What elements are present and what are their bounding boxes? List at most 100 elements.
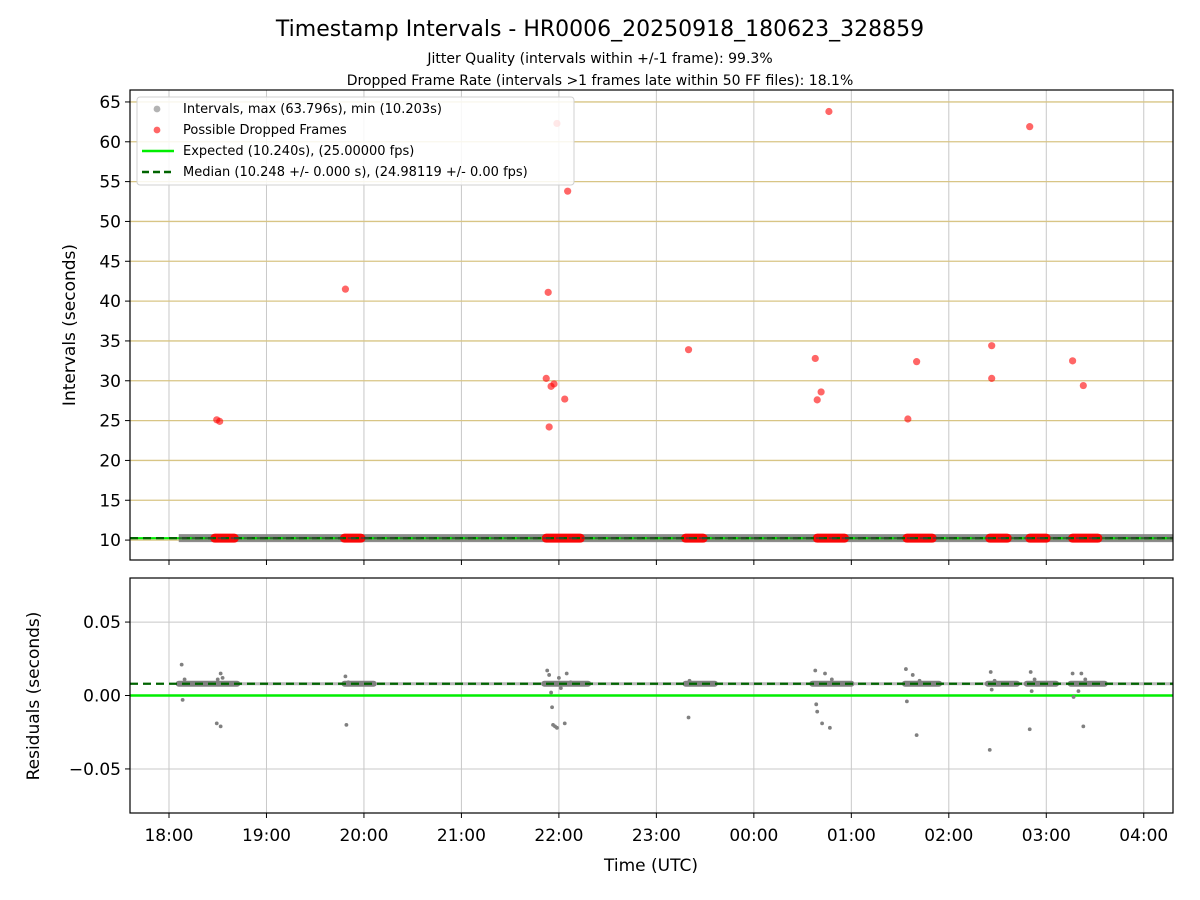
residual-point — [1070, 671, 1075, 676]
dropped-frame-point — [1026, 123, 1034, 131]
residual-point — [988, 670, 993, 674]
dropped-frame-point — [545, 423, 553, 431]
residual-point — [687, 678, 692, 683]
residual-point — [564, 671, 569, 676]
x-tick-label: 23:00 — [632, 826, 681, 846]
dropped-frame-point — [341, 285, 350, 293]
bottom-plot-frame — [129, 577, 1174, 814]
residual-point — [182, 677, 187, 682]
residual-point — [179, 662, 184, 667]
residual-point — [1076, 689, 1081, 693]
residual-point — [686, 715, 691, 720]
dropped-frame-point — [561, 395, 569, 403]
dropped-frame-point — [1068, 357, 1077, 365]
x-tick-label: 04:00 — [1119, 826, 1168, 846]
residual-point — [218, 724, 223, 729]
residual-point — [1028, 670, 1033, 674]
residual-point — [1032, 677, 1037, 682]
dropped-frame-point — [542, 374, 550, 382]
x-tick-label: 01:00 — [827, 826, 876, 846]
residual-point — [1071, 695, 1076, 699]
residual-point — [556, 675, 561, 680]
top-y-tick-label: 55 — [99, 173, 121, 193]
dropped-frame-point — [825, 107, 833, 116]
residual-point — [562, 721, 567, 726]
x-tick-label: 21:00 — [437, 826, 486, 846]
dropped-frame-point — [564, 187, 572, 195]
top-y-tick-label: 45 — [99, 252, 121, 272]
legend-dropped-label: Possible Dropped Frames — [183, 123, 347, 138]
bottom-y-tick-label: 0.05 — [83, 613, 121, 633]
dropped-frame-point — [813, 396, 821, 404]
residual-point — [1079, 671, 1084, 676]
chart-title: Timestamp Intervals - HR0006_20250918_18… — [275, 17, 924, 42]
top-y-tick-label: 50 — [99, 212, 121, 232]
top-y-tick-label: 20 — [99, 451, 121, 471]
residual-point — [813, 668, 818, 673]
x-axis-label: Time (UTC) — [603, 856, 698, 876]
residual-point — [180, 698, 185, 702]
residual-point — [215, 677, 220, 682]
residual-point — [218, 671, 223, 676]
residual-point — [1029, 689, 1034, 693]
residual-point — [823, 671, 827, 676]
residual-point — [829, 677, 834, 682]
residual-point — [1027, 727, 1032, 732]
residual-point — [904, 667, 908, 671]
residual-point — [815, 709, 820, 714]
residual-point — [547, 673, 552, 677]
residual-point — [545, 668, 550, 673]
residual-point — [550, 705, 554, 710]
residual-point — [910, 673, 915, 677]
residual-point — [917, 678, 922, 683]
x-tick-label: 02:00 — [924, 826, 973, 846]
legend: Intervals, max (63.796s), min (10.203s) … — [136, 96, 575, 186]
residual-point — [987, 747, 992, 752]
dropped-frame-point — [544, 288, 552, 296]
legend-intervals-label: Intervals, max (63.796s), min (10.203s) — [183, 102, 442, 117]
top-y-tick-label: 60 — [99, 133, 121, 153]
x-tick-label: 18:00 — [144, 826, 193, 846]
dropped-frame-point — [684, 346, 693, 354]
dropped-frame-point — [550, 380, 558, 388]
residuals-plot: 18:00 19:00 20:00 21:00 22:00 23:00 00:00 01:00… — [69, 577, 1174, 846]
residual-point — [220, 675, 225, 680]
top-y-tick-label: 30 — [99, 372, 121, 392]
x-tick-label: 03:00 — [1022, 826, 1071, 846]
dropped-frame-point — [988, 374, 996, 382]
residual-point — [549, 690, 553, 695]
top-y-tick-label: 10 — [99, 531, 121, 551]
residual-point — [814, 702, 819, 707]
residual-point — [1083, 677, 1088, 682]
dropped-frame-point — [904, 415, 912, 423]
chart-subtitle-dropped: Dropped Frame Rate (intervals >1 frames … — [347, 73, 854, 89]
residual-point — [555, 725, 559, 730]
residual-point — [1081, 724, 1086, 729]
dropped-frame-point — [216, 417, 224, 425]
top-y-tick-label: 65 — [99, 93, 121, 113]
residual-point — [914, 733, 919, 738]
top-y-tick-label: 15 — [99, 491, 121, 511]
residual-point — [827, 725, 832, 730]
dropped-frame-point — [913, 358, 921, 366]
top-plot-frame — [129, 89, 1174, 561]
x-tick-label: 19:00 — [242, 826, 291, 846]
residual-point — [214, 721, 219, 726]
top-y-tick-label: 40 — [99, 292, 121, 312]
residual-point — [343, 674, 348, 679]
residual-point — [989, 687, 994, 692]
dropped-frame-point — [988, 342, 996, 350]
residual-point — [904, 699, 909, 704]
x-tick-label: 22:00 — [534, 826, 583, 846]
legend-dropped-marker — [153, 126, 161, 134]
x-tick-label: 20:00 — [339, 826, 388, 846]
legend-box — [136, 96, 575, 186]
bottom-y-tick-label: −0.05 — [69, 760, 121, 780]
top-y-tick-label: 25 — [99, 412, 121, 432]
top-ylabel: Intervals (seconds) — [60, 244, 80, 406]
dropped-frame-point — [817, 388, 825, 396]
residual-point — [558, 686, 563, 691]
legend-expected-label: Expected (10.240s), (25.00000 fps) — [183, 144, 414, 159]
top-y-tick-label: 35 — [99, 332, 121, 352]
residual-point — [346, 680, 351, 685]
